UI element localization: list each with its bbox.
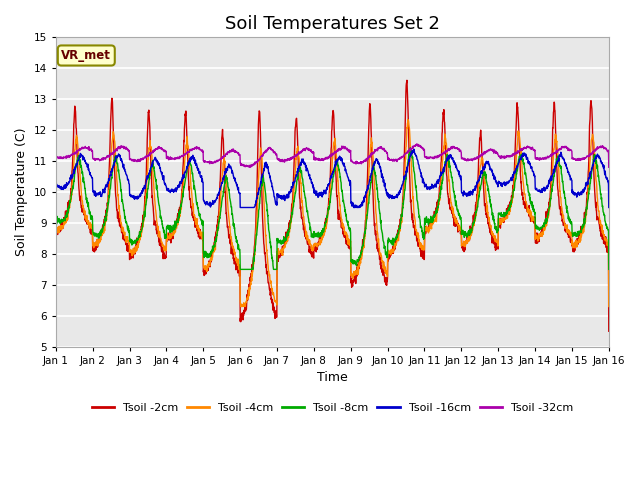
Tsoil -8cm [236, 266, 244, 272]
Tsoil -16cm [605, 204, 612, 210]
Line: Tsoil -8cm: Tsoil -8cm [56, 148, 609, 269]
Text: VR_met: VR_met [61, 49, 111, 62]
Tsoil -8cm [349, 257, 356, 263]
X-axis label: Time: Time [317, 372, 348, 384]
Tsoil -32cm [493, 151, 501, 156]
Tsoil -8cm [206, 251, 214, 256]
Tsoil -8cm [605, 266, 612, 272]
Tsoil -8cm [493, 228, 501, 233]
Tsoil -32cm [557, 146, 564, 152]
Tsoil -16cm [557, 152, 564, 157]
Tsoil -8cm [406, 145, 414, 151]
Tsoil -16cm [493, 180, 501, 186]
Tsoil -4cm [605, 304, 612, 310]
Tsoil -16cm [236, 204, 244, 210]
Tsoil -32cm [605, 164, 612, 170]
Tsoil -16cm [349, 201, 356, 207]
Tsoil -16cm [360, 194, 368, 200]
Tsoil -16cm [410, 146, 418, 152]
Tsoil -16cm [572, 192, 580, 198]
Tsoil -8cm [572, 232, 580, 238]
Tsoil -4cm [206, 260, 214, 266]
Legend: Tsoil -2cm, Tsoil -4cm, Tsoil -8cm, Tsoil -16cm, Tsoil -32cm: Tsoil -2cm, Tsoil -4cm, Tsoil -8cm, Tsoi… [87, 399, 577, 418]
Tsoil -32cm [572, 156, 580, 162]
Tsoil -2cm [605, 328, 612, 334]
Tsoil -2cm [206, 264, 214, 270]
Tsoil -4cm [404, 117, 412, 122]
Line: Tsoil -2cm: Tsoil -2cm [56, 80, 609, 331]
Tsoil -4cm [557, 194, 564, 200]
Tsoil -32cm [246, 164, 253, 170]
Tsoil -8cm [52, 217, 60, 223]
Tsoil -32cm [52, 155, 60, 160]
Tsoil -32cm [360, 158, 368, 164]
Tsoil -32cm [349, 159, 356, 165]
Tsoil -4cm [360, 236, 368, 241]
Line: Tsoil -32cm: Tsoil -32cm [56, 144, 609, 167]
Tsoil -2cm [572, 242, 579, 248]
Tsoil -32cm [413, 141, 420, 147]
Tsoil -8cm [360, 234, 368, 240]
Tsoil -2cm [52, 223, 60, 229]
Line: Tsoil -16cm: Tsoil -16cm [56, 149, 609, 207]
Tsoil -4cm [572, 242, 580, 248]
Title: Soil Temperatures Set 2: Soil Temperatures Set 2 [225, 15, 440, 33]
Tsoil -2cm [348, 283, 356, 289]
Tsoil -4cm [237, 304, 244, 310]
Tsoil -2cm [403, 77, 411, 83]
Tsoil -8cm [557, 164, 564, 170]
Tsoil -4cm [52, 224, 60, 229]
Tsoil -16cm [52, 181, 60, 187]
Tsoil -2cm [360, 231, 368, 237]
Tsoil -2cm [556, 204, 564, 210]
Tsoil -4cm [349, 272, 356, 277]
Tsoil -32cm [206, 159, 214, 165]
Line: Tsoil -4cm: Tsoil -4cm [56, 120, 609, 307]
Y-axis label: Soil Temperature (C): Soil Temperature (C) [15, 128, 28, 256]
Tsoil -16cm [206, 199, 214, 205]
Tsoil -4cm [493, 239, 501, 244]
Tsoil -2cm [493, 245, 501, 251]
